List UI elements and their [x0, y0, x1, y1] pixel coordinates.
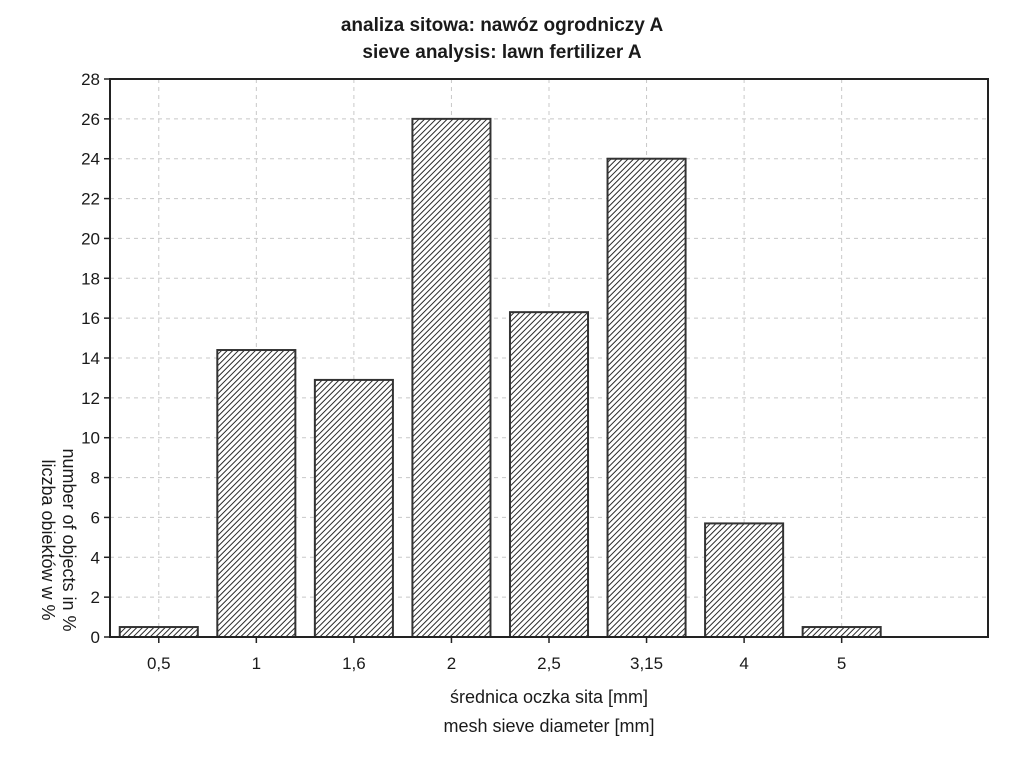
bar-0-5 [118, 626, 199, 638]
y-tick-label: 0 [91, 628, 100, 647]
y-tick-label: 20 [81, 229, 100, 248]
x-tick-label: 1 [252, 654, 261, 673]
y-tick-label: 2 [91, 588, 100, 607]
chart-title-line-2: sieve analysis: lawn fertilizer A [362, 42, 641, 63]
x-axis-label-line-2: mesh sieve diameter [mm] [443, 716, 654, 736]
x-axis-label-line-1: średnica oczka sita [mm] [450, 687, 648, 707]
x-tick-label: 0,5 [147, 654, 171, 673]
y-tick-label: 18 [81, 269, 100, 288]
y-tick-label: 14 [81, 349, 100, 368]
y-tick-label: 28 [81, 70, 100, 89]
y-tick-label: 6 [91, 508, 100, 527]
bar-4 [704, 522, 785, 639]
x-tick-label: 2 [447, 654, 456, 673]
x-tick-label: 3,15 [630, 654, 663, 673]
bar-2-5 [508, 311, 590, 638]
x-tick-label: 4 [739, 654, 748, 673]
y-tick-label: 10 [81, 429, 100, 448]
y-axis-label-line-2: number of objects in % [59, 448, 79, 631]
chart-title-line-1: analiza sitowa: nawóz ogrodniczy A [341, 15, 664, 36]
x-axis-ticks: 0,5 1 1,6 2 2,5 3,15 4 5 [147, 637, 846, 673]
x-tick-label: 1,6 [342, 654, 366, 673]
bars [118, 117, 882, 639]
bar-3-15 [606, 157, 687, 638]
y-tick-label: 22 [81, 190, 100, 209]
y-tick-label: 8 [91, 469, 100, 488]
bar-5 [801, 626, 882, 638]
y-tick-label: 4 [91, 548, 100, 567]
x-tick-label: 5 [837, 654, 846, 673]
y-tick-label: 12 [81, 389, 100, 408]
x-tick-label: 2,5 [537, 654, 561, 673]
y-tick-label: 24 [81, 150, 100, 169]
bar-2 [411, 117, 492, 639]
y-tick-label: 26 [81, 110, 100, 129]
bar-1 [216, 349, 297, 638]
y-tick-label: 16 [81, 309, 100, 328]
bar-1-6 [313, 378, 394, 638]
y-axis-label-line-1: liczba obiektów w % [38, 459, 58, 620]
